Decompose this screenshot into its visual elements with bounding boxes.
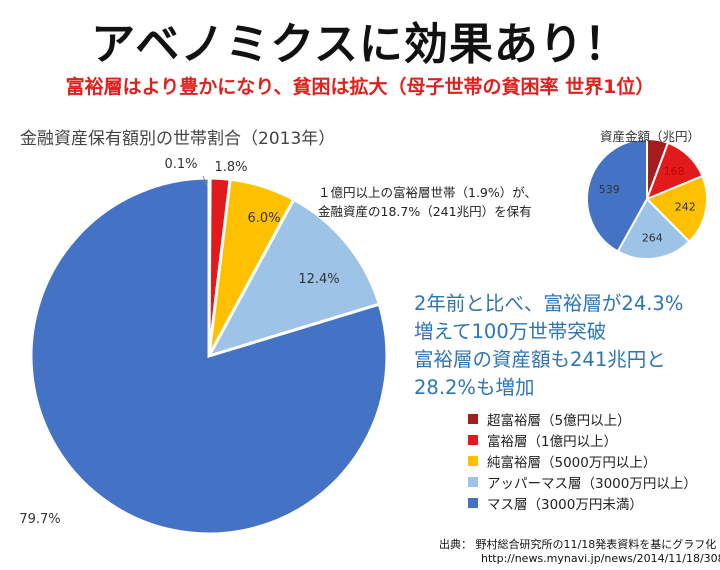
legend-item: 超富裕層（5億円以上）: [468, 408, 697, 429]
legend-item: アッパーマス層（3000万円以上）: [468, 471, 697, 492]
main-pie-chart: 0.1% 1.8% 6.0% 12.4% 79.7%: [19, 157, 389, 536]
legend-swatch: [468, 455, 478, 466]
legend-item: マス層（3000万円未満）: [468, 492, 697, 513]
slice-label: 6.0%: [247, 211, 280, 226]
chart-title: 金融資産保有額別の世帯割合（2013年）: [20, 129, 336, 149]
pie-slice: [29, 176, 389, 536]
asset-slice-label: 539: [599, 183, 620, 196]
source-credit: 出典： 野村総合研究所の11/18発表資料を基にグラフ化: [439, 538, 717, 551]
asset-slice-label: 264: [642, 232, 663, 245]
leader-line: [202, 175, 208, 187]
legend-label: 富裕層（1億円以上）: [487, 433, 618, 450]
source-url: http://news.mynavi.jp/news/2014/11/18/30…: [481, 552, 720, 565]
legend-item: 純富裕層（5000万円以上）: [468, 450, 697, 471]
legend-item: 富裕層（1億円以上）: [468, 429, 697, 450]
slice-label: 79.7%: [19, 512, 60, 527]
asset-slice-label: 242: [675, 201, 696, 214]
legend-label: 超富裕層（5億円以上）: [487, 412, 631, 429]
legend-swatch: [468, 413, 478, 424]
slice-label: 1.8%: [214, 160, 247, 175]
subtitle: 富裕層はより豊かになり、貧困は拡大（母子世帯の貧困率 世界1位）: [65, 76, 655, 98]
main-title: アベノミクスに効果あり！: [91, 19, 629, 70]
highlight-text: 2年前と比べ、富裕層が24.3% 増えて100万世帯突破 富裕層の資産額も241…: [414, 290, 683, 402]
slice-label: 0.1%: [164, 157, 197, 172]
legend-swatch: [468, 434, 478, 445]
slice-label: 12.4%: [298, 272, 339, 287]
callout-annotation: １億円以上の富裕層世帯（1.9%）が、 金融資産の18.7%（241兆円）を保有: [318, 183, 537, 221]
legend-swatch: [468, 476, 478, 487]
highlight-line-2: 増えて100万世帯突破: [414, 320, 607, 343]
legend: 超富裕層（5億円以上） 富裕層（1億円以上） 純富裕層（5000万円以上） アッ…: [468, 408, 697, 513]
pie-slice: [645, 174, 708, 243]
highlight-line-4: 28.2%も増加: [414, 376, 535, 399]
callout-line-1: １億円以上の富裕層世帯（1.9%）が、: [318, 185, 538, 200]
callout-line-2: 金融資産の18.7%（241兆円）を保有: [318, 204, 532, 219]
highlight-line-3: 富裕層の資産額も241兆円と: [414, 348, 666, 371]
asset-pie-title: 資産金額（兆円）: [600, 129, 701, 144]
legend-label: マス層（3000万円未満）: [487, 496, 643, 513]
legend-label: アッパーマス層（3000万円以上）: [487, 475, 697, 492]
highlight-line-1: 2年前と比べ、富裕層が24.3%: [414, 292, 684, 315]
pie-slice: [616, 197, 691, 260]
legend-swatch: [468, 497, 478, 508]
asset-pie-chart: 168 242 264 539: [586, 137, 708, 260]
pie-slice: [586, 137, 648, 253]
legend-label: 純富裕層（5000万円以上）: [487, 454, 657, 471]
asset-slice-label: 168: [664, 165, 685, 178]
